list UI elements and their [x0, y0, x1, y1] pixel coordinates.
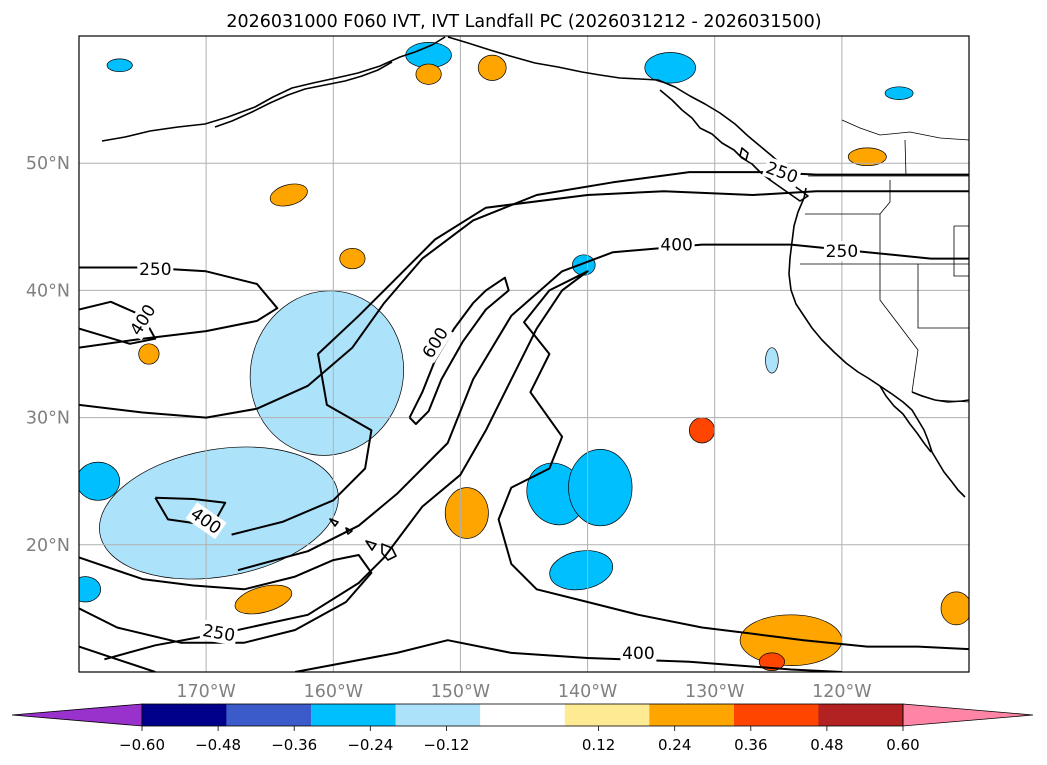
colorbar-tick-label: 0.48 — [810, 736, 843, 754]
anomaly-patch-negative — [549, 550, 614, 591]
colorbar-tick-label: 0.24 — [658, 736, 691, 754]
y-tick-label: 50°N — [26, 154, 70, 174]
contour-250 — [79, 554, 373, 644]
anomaly-patch-positive — [269, 183, 308, 207]
y-tick-label: 30°N — [26, 409, 70, 429]
x-tick-label: 170°W — [176, 682, 235, 702]
contour-label-background — [199, 619, 239, 646]
anomaly-patch-negative — [106, 58, 133, 73]
x-tick-label: 160°W — [304, 682, 363, 702]
contour-label-background — [137, 258, 174, 279]
coastlines — [101, 36, 969, 561]
contour-label-group: 400 — [658, 234, 695, 256]
anomaly-patch-positive — [477, 54, 507, 81]
colorbar: −0.60 −0.48 −0.36 −0.24 −0.12 0.12 0.24 0.36 0.4… — [11, 703, 1034, 754]
anomaly-patch-negative — [644, 52, 696, 84]
contour-label-background — [185, 502, 227, 540]
colorbar-tick-label: −0.24 — [347, 736, 393, 754]
anomaly-patch-positive — [847, 147, 887, 167]
baja-california-coastline — [879, 385, 932, 453]
map-frame — [78, 35, 970, 673]
chart-title: 2026031000 F060 IVT, IVT Landfall PC (20… — [226, 12, 821, 32]
anomaly-patch-negative — [765, 347, 779, 374]
x-axis-tick-labels: 170°W 160°W 150°W 140°W 130°W 120°W — [176, 682, 871, 702]
us-mexico-border — [911, 391, 969, 403]
contour-label-group: 250 — [137, 258, 174, 280]
colorbar-tick-label: 0.60 — [886, 736, 919, 754]
contour-400 — [294, 639, 842, 672]
contour-label: 250 — [826, 242, 858, 262]
colorbar-segment — [818, 704, 903, 726]
contour-label-background — [416, 322, 454, 364]
colorbar-outline — [141, 703, 904, 727]
colorbar-segment — [142, 704, 227, 726]
alexander-archipelago-coastline — [659, 89, 771, 181]
contour-250 — [79, 645, 156, 672]
colorbar-segments — [11, 703, 1034, 727]
colorbar-segment — [311, 704, 396, 726]
colorbar-segment — [649, 704, 734, 726]
contour-label-background — [124, 299, 161, 341]
x-tick-label: 140°W — [558, 682, 617, 702]
colorbar-segment — [480, 704, 565, 726]
colorbar-tick-label: −0.48 — [195, 736, 241, 754]
contour-label-group: 400 — [620, 642, 657, 664]
anomaly-patch-negative — [568, 449, 633, 527]
anomaly-patch-negative — [884, 86, 914, 100]
colorbar-tick-label: 0.36 — [734, 736, 767, 754]
graticule — [79, 36, 969, 672]
contour-400 — [104, 270, 969, 661]
gulf-of-california-coastline — [911, 391, 969, 403]
contour-label: 400 — [622, 644, 654, 664]
colorbar-tick-label: −0.12 — [423, 736, 469, 754]
political-borders — [800, 119, 969, 403]
x-tick-label: 120°W — [812, 682, 871, 702]
colorbar-segment — [226, 704, 312, 726]
contour-label-background — [823, 241, 860, 261]
contour-250 — [79, 171, 969, 419]
alaska-peninsula-coastline — [214, 61, 393, 128]
gulf-of-alaska-coastline — [447, 36, 797, 184]
colorbar-segment — [564, 704, 650, 726]
anomaly-patch-positive — [234, 584, 293, 615]
colorbar-tick-label: −0.36 — [271, 736, 317, 754]
anomaly-patch-positive — [940, 591, 969, 626]
anomaly-patch-positive — [739, 614, 843, 666]
haida-gwaii-coastline — [739, 147, 749, 161]
y-axis-tick-labels: 20°N 30°N 40°N 50°N — [26, 154, 70, 556]
anomaly-patch-negative — [79, 461, 121, 501]
contour-label-background — [658, 234, 695, 255]
anomaly-patch-positive — [444, 487, 489, 539]
anomaly-patch-positive — [138, 343, 160, 365]
contour-label-background — [620, 642, 657, 663]
contour-label: 250 — [139, 260, 171, 280]
anomaly-patch-positive — [415, 63, 442, 85]
anomaly-patch-negative — [249, 290, 404, 456]
colorbar-segment — [733, 704, 819, 726]
canada-province-borders — [841, 119, 969, 177]
anomaly-patch-positive — [688, 417, 716, 444]
anomaly-patch-positive — [339, 248, 366, 270]
alaska-coastline — [101, 36, 446, 142]
contour-400 — [154, 496, 227, 527]
contour-label-group: 250 — [823, 241, 860, 262]
colorbar-segment — [395, 704, 481, 726]
contour-label-background — [761, 156, 803, 188]
colorbar-tick-label: 0.12 — [582, 736, 615, 754]
north-america-west-coastline — [788, 187, 966, 498]
us-state-borders — [800, 180, 969, 393]
x-tick-label: 130°W — [685, 682, 744, 702]
x-tick-label: 150°W — [431, 682, 490, 702]
contour-400 — [231, 190, 969, 536]
contour-label: 400 — [660, 236, 692, 256]
anomaly-patch-positive — [758, 652, 785, 672]
y-tick-label: 20°N — [26, 536, 70, 556]
anomaly-patch-negative — [79, 576, 102, 603]
hawaii-islands — [329, 518, 397, 561]
colorbar-tick-labels: −0.60 −0.48 −0.36 −0.24 −0.12 0.12 0.24 0.36 0.4… — [119, 726, 920, 754]
y-tick-label: 40°N — [26, 281, 70, 301]
colorbar-tick-label: −0.60 — [119, 736, 165, 754]
